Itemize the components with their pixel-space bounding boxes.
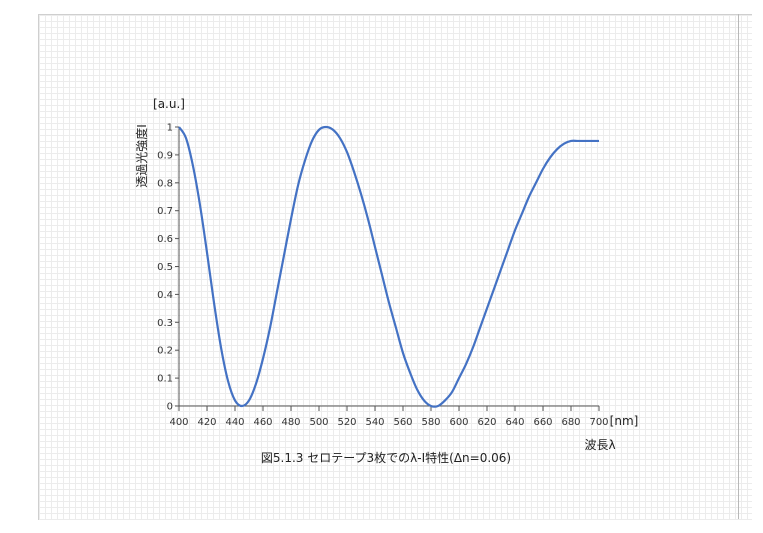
- sheet-right-border: [738, 14, 739, 519]
- y-tick-label: 0: [167, 402, 173, 413]
- x-tick-label: 520: [337, 417, 356, 428]
- x-tick-label: 700: [589, 417, 608, 428]
- x-tick-label: 680: [561, 417, 580, 428]
- y-axis-unit: [a.u.]: [153, 97, 185, 111]
- x-tick-label: 580: [421, 417, 440, 428]
- transmittance-series-line: [178, 125, 599, 408]
- y-tick-label: 0.4: [157, 290, 173, 301]
- y-tick-label: 0.9: [157, 150, 173, 161]
- series-layer: [178, 125, 599, 408]
- tick-layer: 400 420 440 460 480 500 520 540 560 580 600 620 640 6…: [157, 123, 608, 429]
- chart-sheet-background: [38, 14, 752, 520]
- x-tick-label: 560: [393, 417, 412, 428]
- y-tick-label: 1: [167, 123, 173, 134]
- x-tick-label: 640: [505, 417, 524, 428]
- x-tick-label: 620: [477, 417, 496, 428]
- text-layer: [a.u.] 透過光強度I [nm] 波長λ 図5.1.3 セロテープ3枚でのλ…: [134, 97, 638, 465]
- x-axis-unit: [nm]: [610, 414, 639, 428]
- y-tick-label: 0.2: [157, 346, 173, 357]
- x-tick-label: 600: [449, 417, 468, 428]
- x-tick-label: 660: [533, 417, 552, 428]
- y-axis-label: 透過光強度I: [134, 124, 149, 188]
- y-tick-label: 0.8: [157, 178, 173, 189]
- y-tick-label: 0.3: [157, 318, 173, 329]
- y-tick-label: 0.7: [157, 206, 173, 217]
- x-tick-label: 420: [197, 417, 216, 428]
- chart-title: 図5.1.3 セロテープ3枚でのλ-I特性(Δn=0.06): [261, 450, 511, 465]
- axes-layer: [178, 127, 599, 407]
- x-axis-label: 波長λ: [584, 438, 615, 452]
- y-tick-label: 0.1: [157, 374, 173, 385]
- x-tick-label: 480: [281, 417, 300, 428]
- y-tick-label: 0.6: [157, 234, 173, 245]
- x-tick-label: 460: [253, 417, 272, 428]
- y-tick-label: 0.5: [157, 262, 173, 273]
- x-tick-label: 500: [309, 417, 328, 428]
- x-tick-label: 440: [225, 417, 244, 428]
- x-tick-label: 400: [169, 417, 188, 428]
- x-tick-label: 540: [365, 417, 384, 428]
